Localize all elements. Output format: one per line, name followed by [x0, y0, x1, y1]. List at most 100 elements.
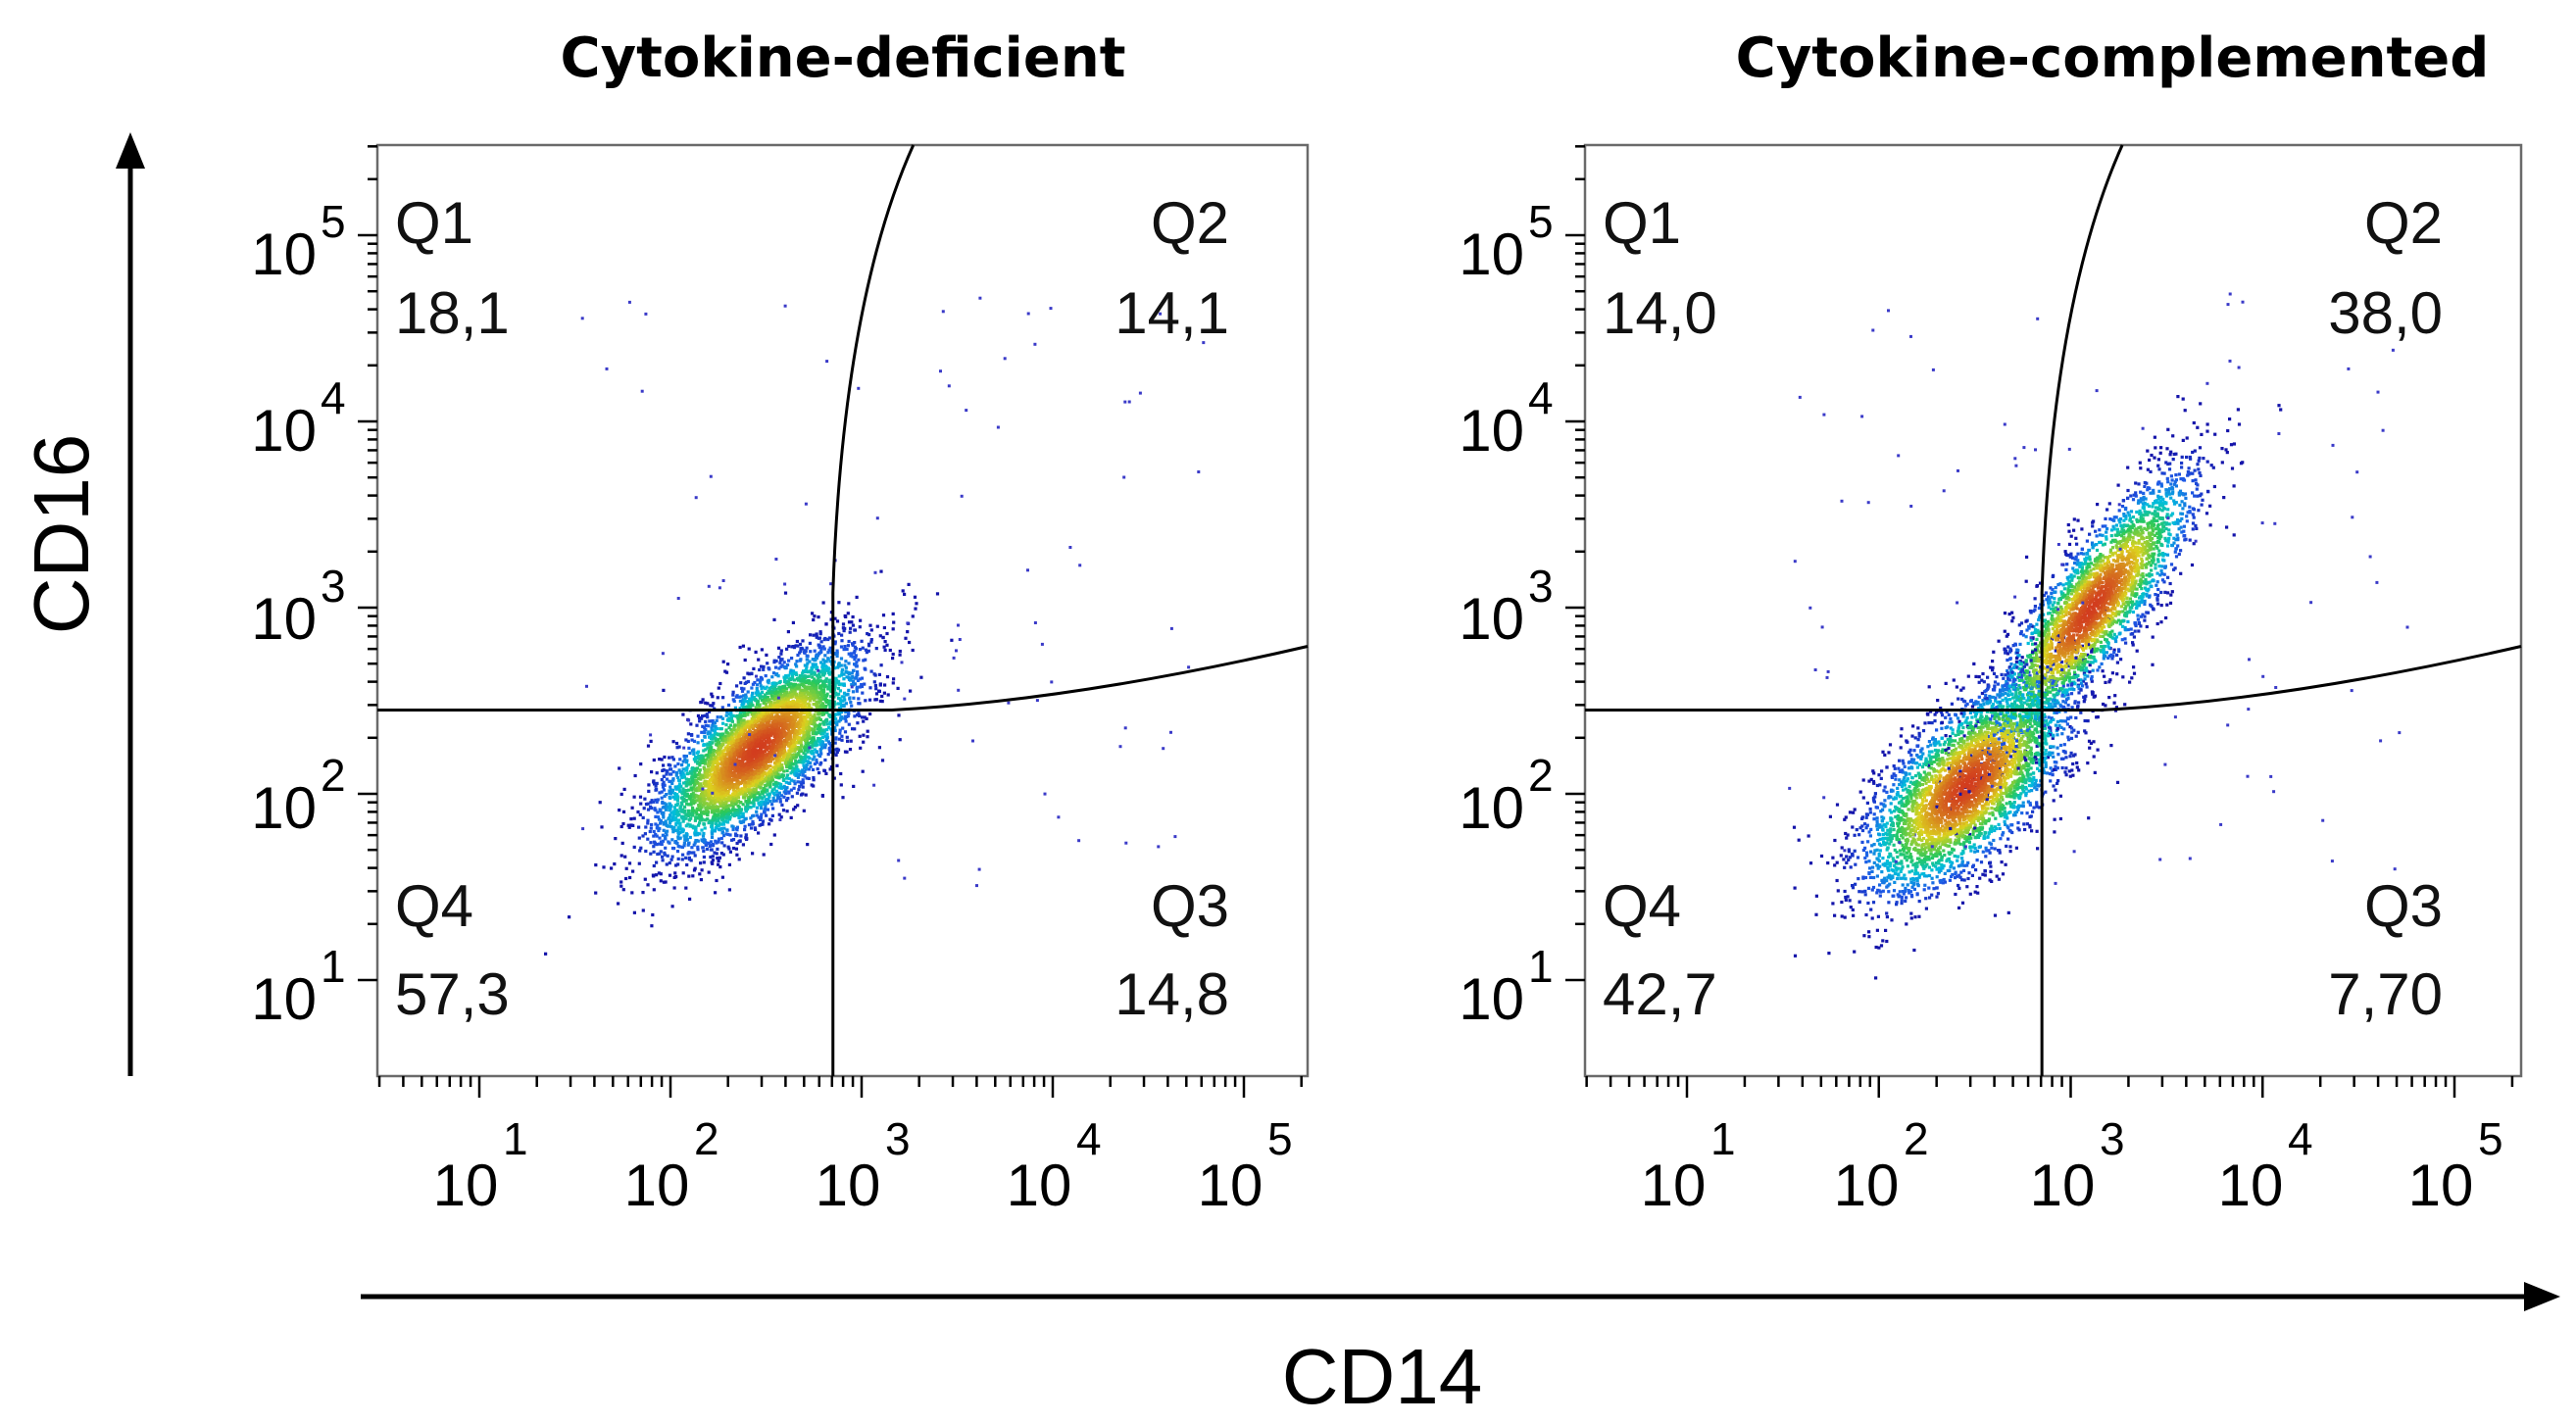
event-dot: [849, 739, 853, 743]
event-dot: [701, 846, 705, 850]
event-dot: [752, 794, 756, 798]
event-dot: [719, 715, 723, 719]
event-dot: [739, 729, 743, 733]
event-dot: [749, 710, 753, 714]
event-dot: [802, 714, 806, 719]
event-dot: [716, 787, 719, 791]
event-dot: [726, 777, 730, 782]
event-dot: [730, 740, 734, 744]
event-dot: [857, 697, 861, 701]
event-dot: [749, 719, 753, 723]
event-dot: [781, 777, 785, 781]
event-dot: [764, 702, 768, 706]
event-dot: [706, 767, 710, 771]
event-dot: [739, 695, 743, 699]
event-dot: [820, 794, 824, 798]
event-dot: [845, 750, 849, 754]
event-dot: [757, 802, 761, 806]
event-dot: [711, 855, 715, 859]
event-dot: [726, 790, 730, 794]
event-dot: [675, 828, 679, 832]
event-dot: [809, 716, 814, 720]
event-dot: [706, 746, 710, 750]
event-dot: [671, 830, 675, 834]
event-dot: [657, 817, 662, 821]
event-dot: [878, 699, 882, 703]
event-dot: [652, 758, 656, 762]
event-dot: [837, 712, 841, 716]
event-dot: [734, 785, 738, 789]
event-dot: [666, 854, 669, 858]
event-dot: [671, 740, 675, 744]
event-dot: [783, 677, 787, 681]
event-dot: [713, 733, 717, 737]
event-dot: [711, 753, 715, 757]
event-dot: [760, 754, 765, 758]
event-dot: [820, 712, 824, 715]
event-dot: [619, 792, 623, 796]
event-dot: [777, 745, 781, 749]
event-dot: [850, 671, 854, 675]
event-dot: [739, 814, 743, 819]
event-dot: [803, 756, 807, 760]
event-dot: [813, 714, 817, 718]
event-dot: [821, 601, 825, 605]
event-dot: [727, 747, 731, 751]
event-dot: [631, 823, 635, 827]
event-dot: [771, 705, 775, 709]
event-dot: [770, 681, 774, 685]
event-dot: [808, 641, 812, 645]
event-dot: [711, 826, 715, 831]
event-dot: [807, 767, 811, 771]
event-dot: [842, 695, 846, 699]
event-dot: [854, 676, 858, 680]
event-dot: [662, 880, 666, 884]
event-dot: [680, 845, 684, 849]
event-dot: [789, 695, 793, 700]
event-dot: [804, 649, 808, 653]
event-dot: [834, 736, 838, 740]
event-dot: [753, 790, 757, 794]
event-dot: [794, 663, 798, 666]
event-dot: [844, 719, 848, 723]
event-dot: [790, 657, 794, 661]
event-dot: [619, 884, 623, 888]
event-dot: [761, 796, 765, 800]
event-dot: [753, 680, 757, 685]
event-dot: [642, 807, 646, 810]
event-dot: [688, 835, 692, 840]
event-dot: [716, 847, 719, 851]
event-dot: [762, 734, 767, 738]
event-dot: [770, 803, 774, 807]
event-dot: [803, 700, 807, 704]
event-dot: [661, 811, 665, 816]
event-dot: [762, 712, 766, 715]
event-dot: [868, 686, 872, 690]
event-dot: [796, 676, 800, 680]
event-dot: [670, 838, 674, 842]
event-dot: [652, 845, 656, 849]
event-dot: [867, 642, 871, 646]
event-dot: [682, 810, 686, 814]
event-dot: [802, 678, 806, 682]
event-dot: [682, 814, 686, 818]
event-dot: [837, 674, 841, 678]
event-dot: [785, 786, 789, 790]
event-dot: [700, 739, 705, 743]
event-dot: [913, 595, 917, 599]
event-dot: [704, 719, 708, 723]
event-dot: [760, 690, 765, 694]
event-dot: [669, 772, 672, 776]
event-dot: [690, 775, 695, 779]
event-dot: [817, 753, 820, 757]
event-dot: [817, 672, 821, 676]
event-dot: [746, 671, 750, 675]
event-dot: [755, 806, 760, 810]
event-dot: [655, 834, 659, 838]
event-dot: [911, 614, 915, 618]
event-dot: [901, 589, 905, 593]
event-dot: [677, 745, 681, 749]
event-dot: [752, 776, 756, 780]
event-dot: [653, 807, 657, 810]
event-dot: [845, 675, 849, 679]
